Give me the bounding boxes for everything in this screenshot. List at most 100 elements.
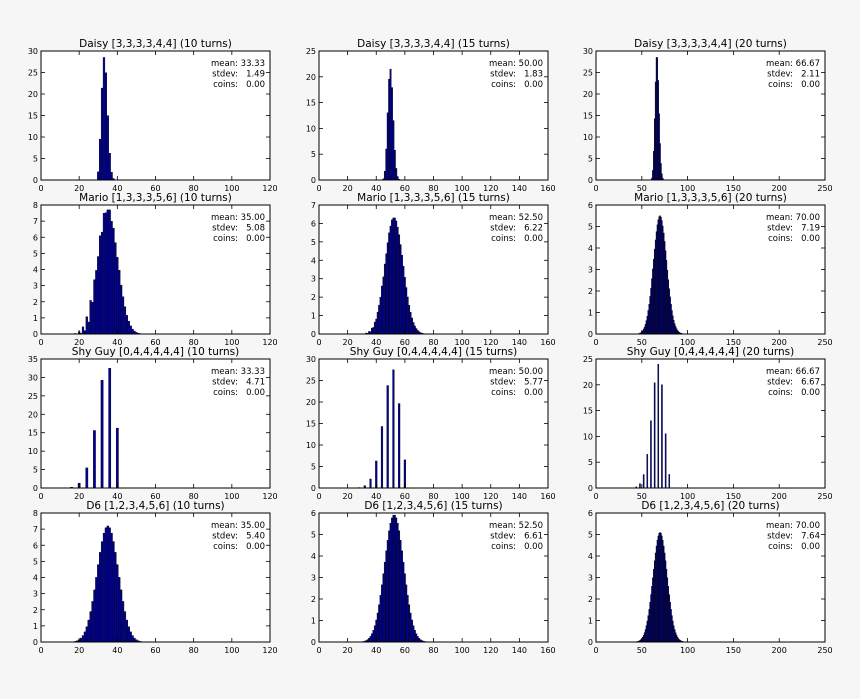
y-tick-label: 25 xyxy=(583,69,593,78)
y-tick-label: 5 xyxy=(33,249,38,258)
y-tick-label: 6 xyxy=(588,201,593,210)
histogram-bar xyxy=(393,217,396,335)
histogram-bar xyxy=(100,231,104,335)
stat-label-coins: coins: xyxy=(213,234,238,244)
stat-label-mean: mean: xyxy=(489,521,516,531)
x-tick-label: 140 xyxy=(512,184,527,193)
plot-area xyxy=(596,51,825,180)
plot-area xyxy=(319,205,548,334)
histogram-bar xyxy=(399,539,402,643)
y-tick-label: 4 xyxy=(311,256,316,265)
histogram-bar xyxy=(416,330,419,335)
stat-value-stdev: 6.67 xyxy=(801,378,820,388)
x-tick-label: 120 xyxy=(262,646,277,655)
x-tick-label: 100 xyxy=(680,184,695,193)
y-tick-label: 0 xyxy=(311,638,316,647)
histogram-bar xyxy=(408,604,411,643)
y-tick-label: 4 xyxy=(33,266,38,275)
histogram-bar xyxy=(371,633,373,643)
histogram-bar xyxy=(668,474,671,489)
y-tick-label: 0 xyxy=(311,484,316,493)
histogram-bar xyxy=(110,532,113,643)
stat-value-mean: 35.00 xyxy=(241,213,265,223)
histogram-bar xyxy=(382,573,385,643)
histogram-bar xyxy=(85,467,89,489)
y-tick-label: 3 xyxy=(588,574,593,583)
chart-title: D6 [1,2,3,4,5,6] (15 turns) xyxy=(364,500,502,512)
histogram-bar xyxy=(129,631,132,643)
stat-label-coins: coins: xyxy=(491,234,516,244)
histogram-bar xyxy=(639,483,641,489)
histogram-bar xyxy=(110,172,113,181)
stat-label-coins: coins: xyxy=(768,80,793,90)
x-tick-label: 80 xyxy=(189,492,199,501)
x-tick-label: 40 xyxy=(112,338,122,347)
histogram-bar xyxy=(396,176,399,181)
y-tick-label: 5 xyxy=(588,155,593,164)
x-tick-label: 160 xyxy=(540,492,555,501)
x-tick-label: 40 xyxy=(112,646,122,655)
histogram-bar xyxy=(411,619,413,643)
stat-value-coins: 0.00 xyxy=(246,80,265,90)
y-tick-label: 10 xyxy=(306,124,316,133)
y-tick-label: 8 xyxy=(33,509,38,518)
histogram-bar xyxy=(376,612,379,643)
y-tick-label: 25 xyxy=(28,69,38,78)
y-tick-label: 5 xyxy=(311,150,316,159)
histogram-bar xyxy=(392,120,395,181)
x-tick-label: 250 xyxy=(817,492,832,501)
histogram-bar xyxy=(381,285,383,335)
y-tick-label: 25 xyxy=(583,355,593,364)
histogram-bar xyxy=(121,601,125,643)
histogram-bar xyxy=(383,263,386,335)
y-tick-label: 0 xyxy=(311,176,316,185)
y-tick-label: 6 xyxy=(33,541,38,550)
x-tick-label: 50 xyxy=(637,646,647,655)
x-tick-label: 20 xyxy=(343,492,353,501)
histogram-bar xyxy=(393,150,396,181)
chart-title: Daisy [3,3,3,3,4,4] (10 turns) xyxy=(79,38,232,50)
chart-title: D6 [1,2,3,4,5,6] (20 turns) xyxy=(641,500,779,512)
histogram-panel: 0 20 40 60 80 100 120 140 160 0 5 10 15 20 25 30 Shy Guy… xyxy=(306,346,556,501)
plot-area xyxy=(41,359,270,488)
histogram-bar xyxy=(405,584,408,643)
histogram-bar xyxy=(81,635,85,643)
histogram-bar xyxy=(93,430,96,489)
stat-value-mean: 50.00 xyxy=(519,59,543,69)
histogram-bar xyxy=(385,550,388,643)
y-tick-label: 2 xyxy=(33,606,38,615)
stat-label-mean: mean: xyxy=(211,59,238,69)
x-tick-label: 100 xyxy=(224,492,239,501)
histogram-bar xyxy=(406,296,409,335)
plot-area xyxy=(41,205,270,334)
x-tick-label: 250 xyxy=(817,646,832,655)
y-tick-label: 6 xyxy=(588,509,593,518)
histogram-bar xyxy=(389,225,392,335)
y-tick-label: 5 xyxy=(588,223,593,232)
x-tick-label: 50 xyxy=(637,492,647,501)
histogram-bar xyxy=(657,363,660,489)
x-tick-label: 100 xyxy=(224,646,239,655)
y-tick-label: 5 xyxy=(588,458,593,467)
histogram-bar xyxy=(405,287,408,335)
x-tick-label: 60 xyxy=(150,184,160,193)
x-tick-label: 60 xyxy=(400,184,410,193)
x-tick-label: 140 xyxy=(512,492,527,501)
stat-value-mean: 52.50 xyxy=(519,521,543,531)
histogram-bar xyxy=(382,276,385,335)
histogram-bar xyxy=(378,304,380,335)
y-tick-label: 20 xyxy=(583,90,593,99)
histogram-bar xyxy=(411,317,413,335)
stat-label-coins: coins: xyxy=(768,388,793,398)
x-tick-label: 40 xyxy=(371,338,381,347)
plot-area xyxy=(596,513,825,642)
stat-value-mean: 33.33 xyxy=(241,367,265,377)
histogram-bar xyxy=(386,112,389,181)
histogram-bar xyxy=(81,326,85,335)
histogram-bar xyxy=(653,382,656,489)
histogram-bar xyxy=(123,306,127,335)
x-tick-label: 120 xyxy=(262,184,277,193)
histogram-bar xyxy=(120,589,123,643)
stat-value-coins: 0.00 xyxy=(246,234,265,244)
histogram-bar xyxy=(385,148,388,181)
